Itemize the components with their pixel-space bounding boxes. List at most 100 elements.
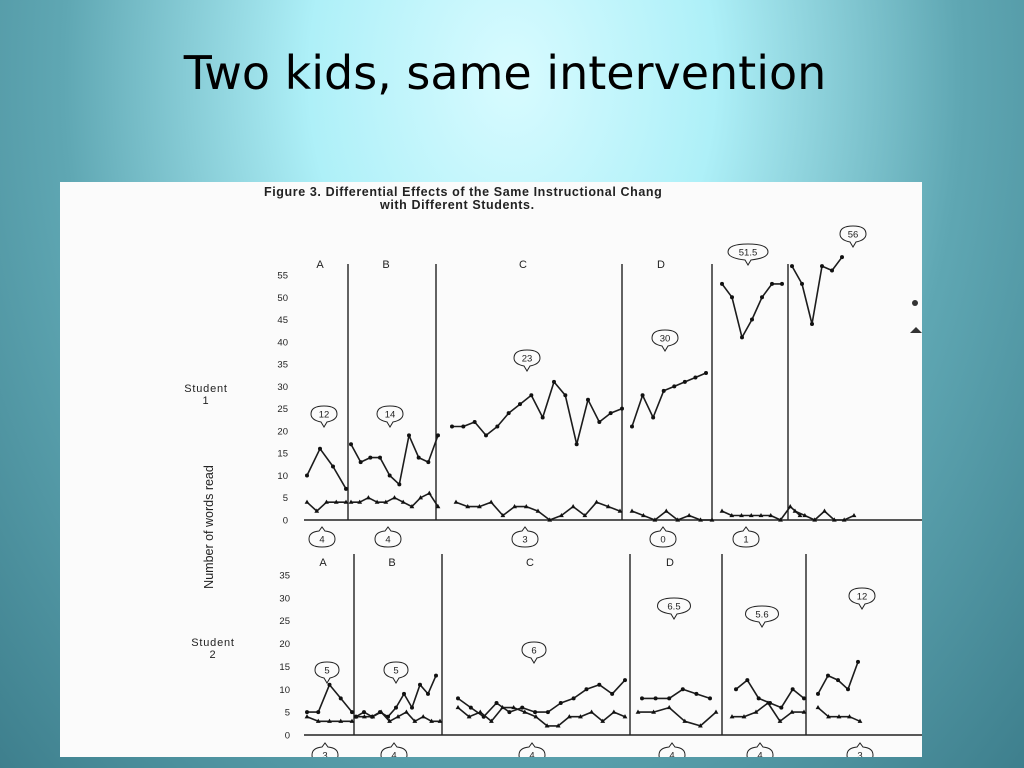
data-point xyxy=(622,714,628,719)
data-point xyxy=(304,499,310,504)
data-point xyxy=(344,486,348,491)
phase-label-c: C xyxy=(519,259,527,271)
data-point xyxy=(741,714,747,719)
data-point xyxy=(500,704,505,710)
data-point xyxy=(758,512,764,518)
error-balloon xyxy=(518,742,546,757)
data-point xyxy=(790,264,794,269)
data-point xyxy=(597,420,602,424)
data-point xyxy=(750,317,754,322)
data-point xyxy=(698,723,703,728)
median-label: 30 xyxy=(660,334,671,345)
data-point xyxy=(667,696,672,701)
data-point xyxy=(720,281,724,286)
student-label: Student xyxy=(184,383,228,395)
y-tick-label: 5 xyxy=(283,493,288,504)
data-point xyxy=(810,322,814,326)
data-point xyxy=(304,714,310,719)
words-correct-line xyxy=(355,675,437,718)
error-balloon xyxy=(732,526,760,548)
y-axis-label: Number of words read xyxy=(202,465,216,589)
data-point xyxy=(756,696,761,701)
data-point xyxy=(830,268,834,273)
data-point xyxy=(343,499,349,504)
data-point xyxy=(350,710,354,715)
data-point xyxy=(338,696,343,701)
data-point xyxy=(529,393,534,398)
data-point xyxy=(477,709,483,714)
data-point xyxy=(789,709,795,714)
data-point xyxy=(846,687,850,692)
y-tick-label: 10 xyxy=(277,471,288,482)
median-label: 14 xyxy=(385,410,396,421)
data-point xyxy=(589,709,594,714)
error-label: 3 xyxy=(522,535,527,546)
data-point xyxy=(533,714,539,719)
data-point xyxy=(709,517,715,522)
error-label: 4 xyxy=(757,751,762,758)
data-point xyxy=(836,678,840,683)
data-point xyxy=(734,687,738,692)
errors-line xyxy=(638,706,717,727)
data-point xyxy=(608,411,613,416)
data-point xyxy=(661,388,666,393)
y-tick-label: 20 xyxy=(277,426,288,437)
data-point xyxy=(383,499,389,504)
data-point xyxy=(663,508,669,513)
error-label: 4 xyxy=(391,751,396,758)
data-point xyxy=(693,375,698,380)
data-point xyxy=(790,687,795,692)
data-point xyxy=(605,504,611,509)
data-point xyxy=(765,700,771,705)
median-balloon xyxy=(513,349,541,372)
data-point xyxy=(578,714,583,719)
multiple-baseline-chart: Figure 3. Differential Effects of the Sa… xyxy=(184,185,922,758)
data-point xyxy=(822,508,827,513)
median-balloon xyxy=(651,329,679,352)
words-correct-line xyxy=(721,283,782,339)
median-balloon xyxy=(310,405,338,428)
error-label: 0 xyxy=(660,535,665,546)
data-point xyxy=(729,714,735,719)
y-tick-label: 15 xyxy=(279,662,290,673)
data-point xyxy=(426,691,430,696)
data-point xyxy=(594,499,599,504)
data-point xyxy=(362,710,366,715)
data-point xyxy=(555,723,561,728)
data-point xyxy=(400,499,406,504)
data-point xyxy=(652,517,658,522)
data-point xyxy=(338,718,344,723)
data-point xyxy=(404,709,409,714)
data-point xyxy=(429,718,434,723)
data-point xyxy=(566,714,572,719)
data-point xyxy=(730,295,734,300)
data-point xyxy=(552,379,556,384)
error-label: 4 xyxy=(529,751,534,758)
error-balloon xyxy=(511,526,539,548)
median-balloon xyxy=(727,243,769,266)
y-tick-label: 35 xyxy=(279,571,290,582)
data-point xyxy=(760,295,764,300)
error-balloon xyxy=(311,742,339,757)
student-label: Student xyxy=(191,637,235,649)
data-point xyxy=(826,714,831,719)
data-point xyxy=(653,696,658,701)
data-point xyxy=(426,460,431,465)
data-point xyxy=(387,473,392,478)
data-point xyxy=(500,512,506,518)
median-label: 51.5 xyxy=(739,248,758,259)
data-point xyxy=(836,714,842,719)
data-point xyxy=(318,446,322,451)
error-balloon xyxy=(746,742,774,757)
data-point xyxy=(780,281,784,286)
data-point xyxy=(331,464,335,469)
data-point xyxy=(666,704,672,710)
data-point xyxy=(362,714,367,719)
data-point xyxy=(450,424,454,429)
data-point xyxy=(851,512,857,518)
median-balloon xyxy=(314,661,340,684)
data-point xyxy=(349,718,355,723)
words-correct-line xyxy=(457,679,626,718)
data-point xyxy=(489,718,494,723)
data-point xyxy=(630,424,634,429)
